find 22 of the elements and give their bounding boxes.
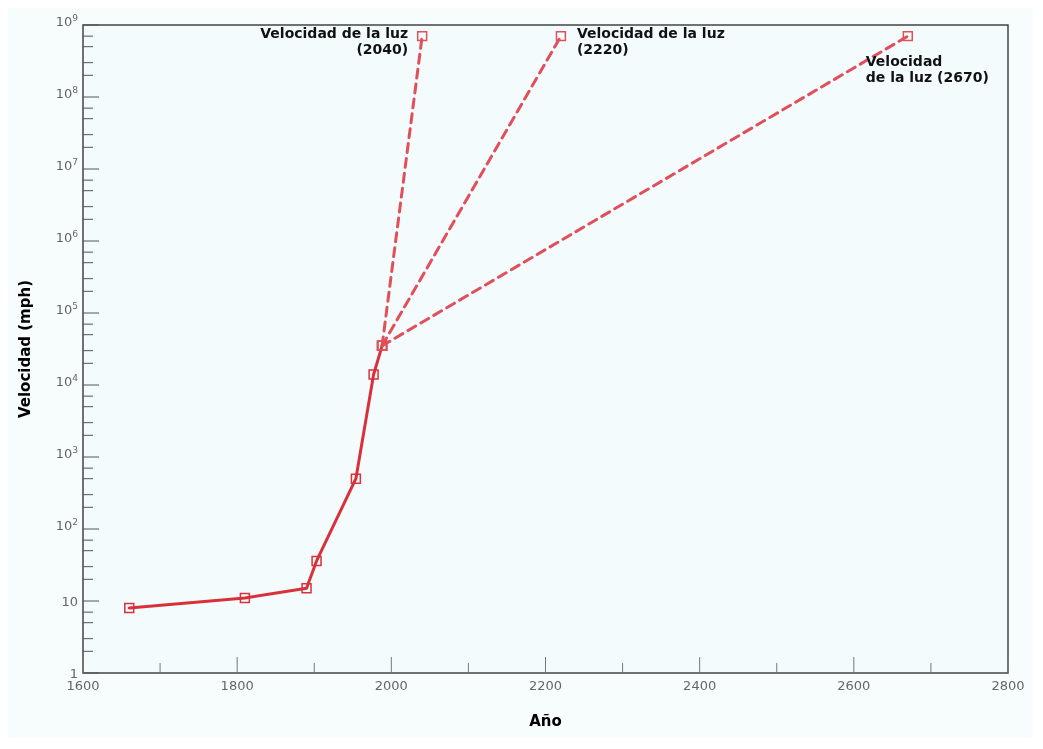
x-tick-label: 1800 xyxy=(220,678,254,693)
y-tick-label: 10$^{8}$ xyxy=(55,85,79,102)
y-tick-label: 10$^{5}$ xyxy=(55,301,78,318)
y-tick-label: 10 xyxy=(61,593,78,609)
x-tick-label: 2600 xyxy=(837,678,871,693)
x-tick-label: 2400 xyxy=(683,678,717,693)
y-tick-label: 10$^{2}$ xyxy=(55,517,78,534)
annotation: Velocidad de la luz (2670) xyxy=(865,53,989,86)
x-tick-label: 2000 xyxy=(374,678,408,693)
y-tick-label: 10$^{3}$ xyxy=(55,445,79,462)
y-tick-label: 10$^{9}$ xyxy=(55,13,79,30)
y-tick-label: 1 xyxy=(69,665,78,681)
annotation: Velocidad de la luz (2220) xyxy=(576,25,725,58)
x-tick-label: 1600 xyxy=(66,678,100,693)
x-tick-label: 2800 xyxy=(991,678,1025,693)
y-tick-label: 10$^{4}$ xyxy=(55,373,79,390)
y-tick-label: 10$^{7}$ xyxy=(55,157,79,174)
y-tick-label: 10$^{6}$ xyxy=(55,229,79,246)
annotation: Velocidad de la luz (2040) xyxy=(260,25,409,58)
x-axis-title: Año xyxy=(529,712,562,730)
x-tick-label: 2200 xyxy=(528,678,563,693)
y-axis-title: Velocidad (mph) xyxy=(16,279,34,419)
